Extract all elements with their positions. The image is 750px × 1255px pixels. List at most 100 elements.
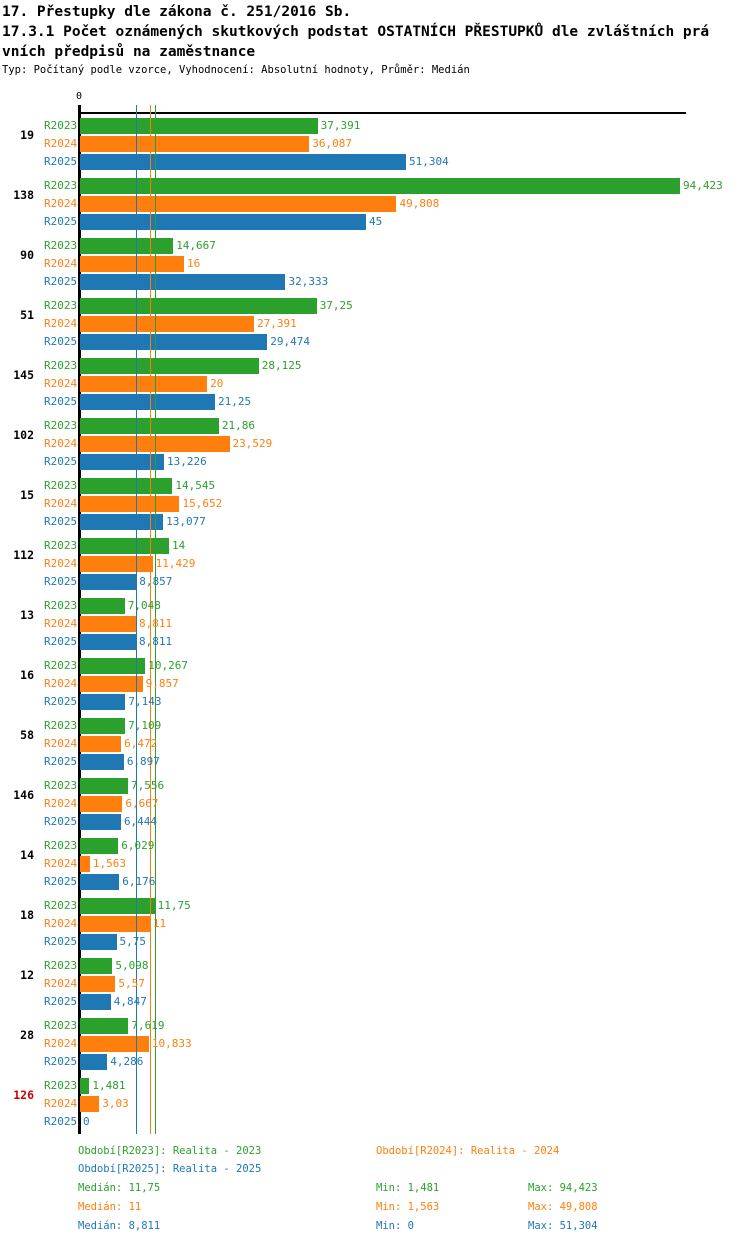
bar-value-label: 29,474 [270, 335, 311, 348]
bar-group-label: 145 [13, 368, 34, 382]
bar-r2023[interactable] [80, 898, 155, 914]
bar-r2024[interactable] [80, 976, 116, 992]
axis-zero-tick-label: 0 [76, 91, 83, 102]
bar-value-label: 3,03 [102, 1097, 129, 1110]
series-label-r2025: R2025 [44, 1055, 78, 1068]
bar-r2023[interactable] [80, 178, 680, 194]
bar-value-label: 8,811 [138, 617, 173, 630]
bar-r2023[interactable] [80, 358, 259, 374]
bar-group-label: 28 [20, 1028, 34, 1042]
bar-r2024[interactable] [80, 556, 153, 572]
bar-r2024[interactable] [80, 496, 180, 512]
bar-r2025[interactable] [80, 514, 164, 530]
series-label-r2023: R2023 [44, 179, 78, 192]
bar-r2025[interactable] [80, 934, 117, 950]
bar-value-label: 28,125 [261, 359, 302, 372]
bar-group: 112 R2023 14 R2024 11,429 R2025 8,857 [0, 534, 750, 594]
bar-value-label: 10,267 [148, 659, 188, 672]
bar-r2023[interactable] [80, 718, 126, 734]
bar-value-label: 11,429 [155, 557, 196, 570]
bar-r2025[interactable] [80, 334, 268, 350]
series-label-r2024: R2024 [44, 257, 78, 270]
series-label-r2025: R2025 [44, 1115, 78, 1128]
series-label-r2025: R2025 [44, 815, 78, 828]
bar-row: R2024 15,652 [0, 495, 750, 513]
bar-r2025[interactable] [80, 214, 366, 230]
bar-r2023[interactable] [80, 478, 173, 494]
series-label-r2023: R2023 [44, 839, 78, 852]
bar-r2023[interactable] [80, 418, 219, 434]
bar-value-label: 10,833 [151, 1037, 192, 1050]
series-label-r2024: R2024 [44, 617, 78, 630]
bar-r2024[interactable] [80, 256, 185, 272]
bar-value-label: 36,087 [312, 137, 353, 150]
bar-r2023[interactable] [80, 298, 317, 314]
bar-r2025[interactable] [80, 994, 111, 1010]
series-label-r2024: R2024 [44, 857, 78, 870]
bar-value-label: 1,563 [92, 857, 127, 870]
bar-r2024[interactable] [80, 856, 90, 872]
bar-r2023[interactable] [80, 238, 174, 254]
bar-r2025[interactable] [80, 154, 406, 170]
bar-r2023[interactable] [80, 1078, 90, 1094]
bar-row: R2025 8,811 [0, 633, 750, 651]
bar-value-label: 6,667 [125, 797, 159, 810]
bar-r2025[interactable] [80, 1054, 108, 1070]
bar-row: R2023 6,029 [0, 837, 750, 855]
stat-min-r2023: Min: 1,481 [376, 1182, 440, 1194]
bar-r2025[interactable] [80, 814, 121, 830]
bar-r2024[interactable] [80, 196, 397, 212]
bar-row: R2024 16 [0, 255, 750, 273]
series-label-r2024: R2024 [44, 437, 78, 450]
bar-row: R2023 11,75 [0, 897, 750, 915]
bar-r2024[interactable] [80, 136, 310, 152]
bar-group-label: 138 [13, 188, 34, 202]
bar-row: R2023 37,391 [0, 117, 750, 135]
bar-r2025[interactable] [80, 754, 124, 770]
bar-r2023[interactable] [80, 538, 169, 554]
bar-r2024[interactable] [80, 616, 136, 632]
series-label-r2023: R2023 [44, 899, 78, 912]
bar-r2025[interactable] [80, 574, 137, 590]
bar-group: 15 R2023 14,545 R2024 15,652 R2025 13,077 [0, 474, 750, 534]
bar-r2023[interactable] [80, 778, 128, 794]
bar-row: R2023 94,423 [0, 177, 750, 195]
bar-value-label: 20 [210, 377, 224, 390]
bar-r2025[interactable] [80, 634, 136, 650]
series-label-r2024: R2024 [44, 1097, 78, 1110]
bar-r2025[interactable] [80, 274, 286, 290]
bar-row: R2024 6,472 [0, 735, 750, 753]
bar-r2023[interactable] [80, 598, 125, 614]
bar-r2023[interactable] [80, 658, 146, 674]
bar-r2024[interactable] [80, 1036, 149, 1052]
bar-r2024[interactable] [80, 916, 150, 932]
bar-r2024[interactable] [80, 1096, 100, 1112]
bar-row: R2025 13,077 [0, 513, 750, 531]
bar-r2025[interactable] [80, 454, 165, 470]
bar-group: 146 R2023 7,556 R2024 6,667 R2025 6,444 [0, 774, 750, 834]
bar-row: R2025 5,75 [0, 933, 750, 951]
stat-max-r2025: Max: 51,304 [528, 1220, 598, 1232]
bar-r2024[interactable] [80, 796, 123, 812]
bar-value-label: 8,857 [139, 575, 173, 588]
bar-group: 14 R2023 6,029 R2024 1,563 R2025 6,176 [0, 834, 750, 894]
bar-group: 28 R2023 7,619 R2024 10,833 R2025 4,286 [0, 1014, 750, 1074]
bar-r2024[interactable] [80, 736, 122, 752]
bar-r2024[interactable] [80, 316, 255, 332]
series-label-r2025: R2025 [44, 635, 78, 648]
bar-r2025[interactable] [80, 874, 120, 890]
bar-r2025[interactable] [80, 694, 126, 710]
bar-group-label: 112 [13, 548, 34, 562]
bar-r2023[interactable] [80, 118, 318, 134]
bar-r2024[interactable] [80, 676, 143, 692]
bar-r2025[interactable] [80, 394, 216, 410]
bar-r2023[interactable] [80, 1018, 129, 1034]
bar-value-label: 23,529 [232, 437, 273, 450]
bar-r2023[interactable] [80, 958, 113, 974]
bar-r2023[interactable] [80, 838, 119, 854]
bar-value-label: 1,481 [92, 1079, 126, 1092]
stat-median-r2024: Medián: 11 [78, 1201, 142, 1213]
bar-r2024[interactable] [80, 376, 208, 392]
series-label-r2025: R2025 [44, 515, 78, 528]
series-label-r2024: R2024 [44, 317, 78, 330]
